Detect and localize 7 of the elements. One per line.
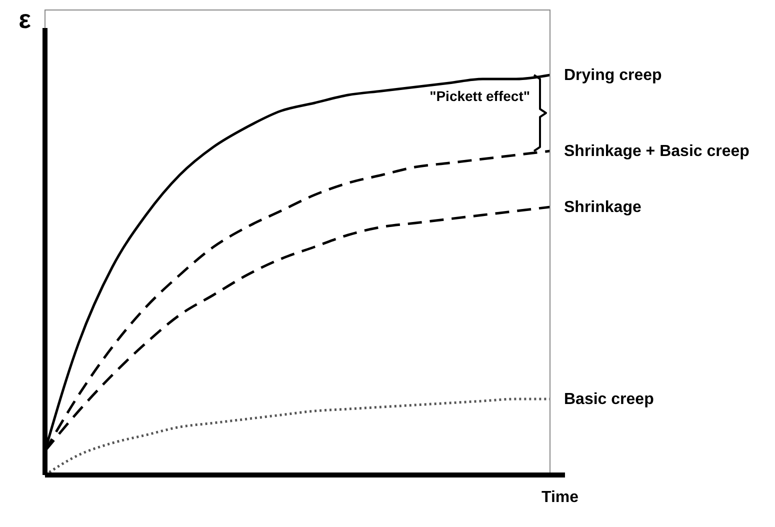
series-label: Drying creep	[564, 67, 662, 84]
series-label: Basic creep	[564, 391, 654, 408]
series-label: Shrinkage	[564, 199, 642, 216]
annotation: "Pickett effect"	[430, 88, 530, 104]
y-axis-title: ε	[18, 4, 31, 34]
x-axis-title: Time	[541, 489, 579, 506]
series-label: Shrinkage + Basic creep	[564, 143, 750, 160]
